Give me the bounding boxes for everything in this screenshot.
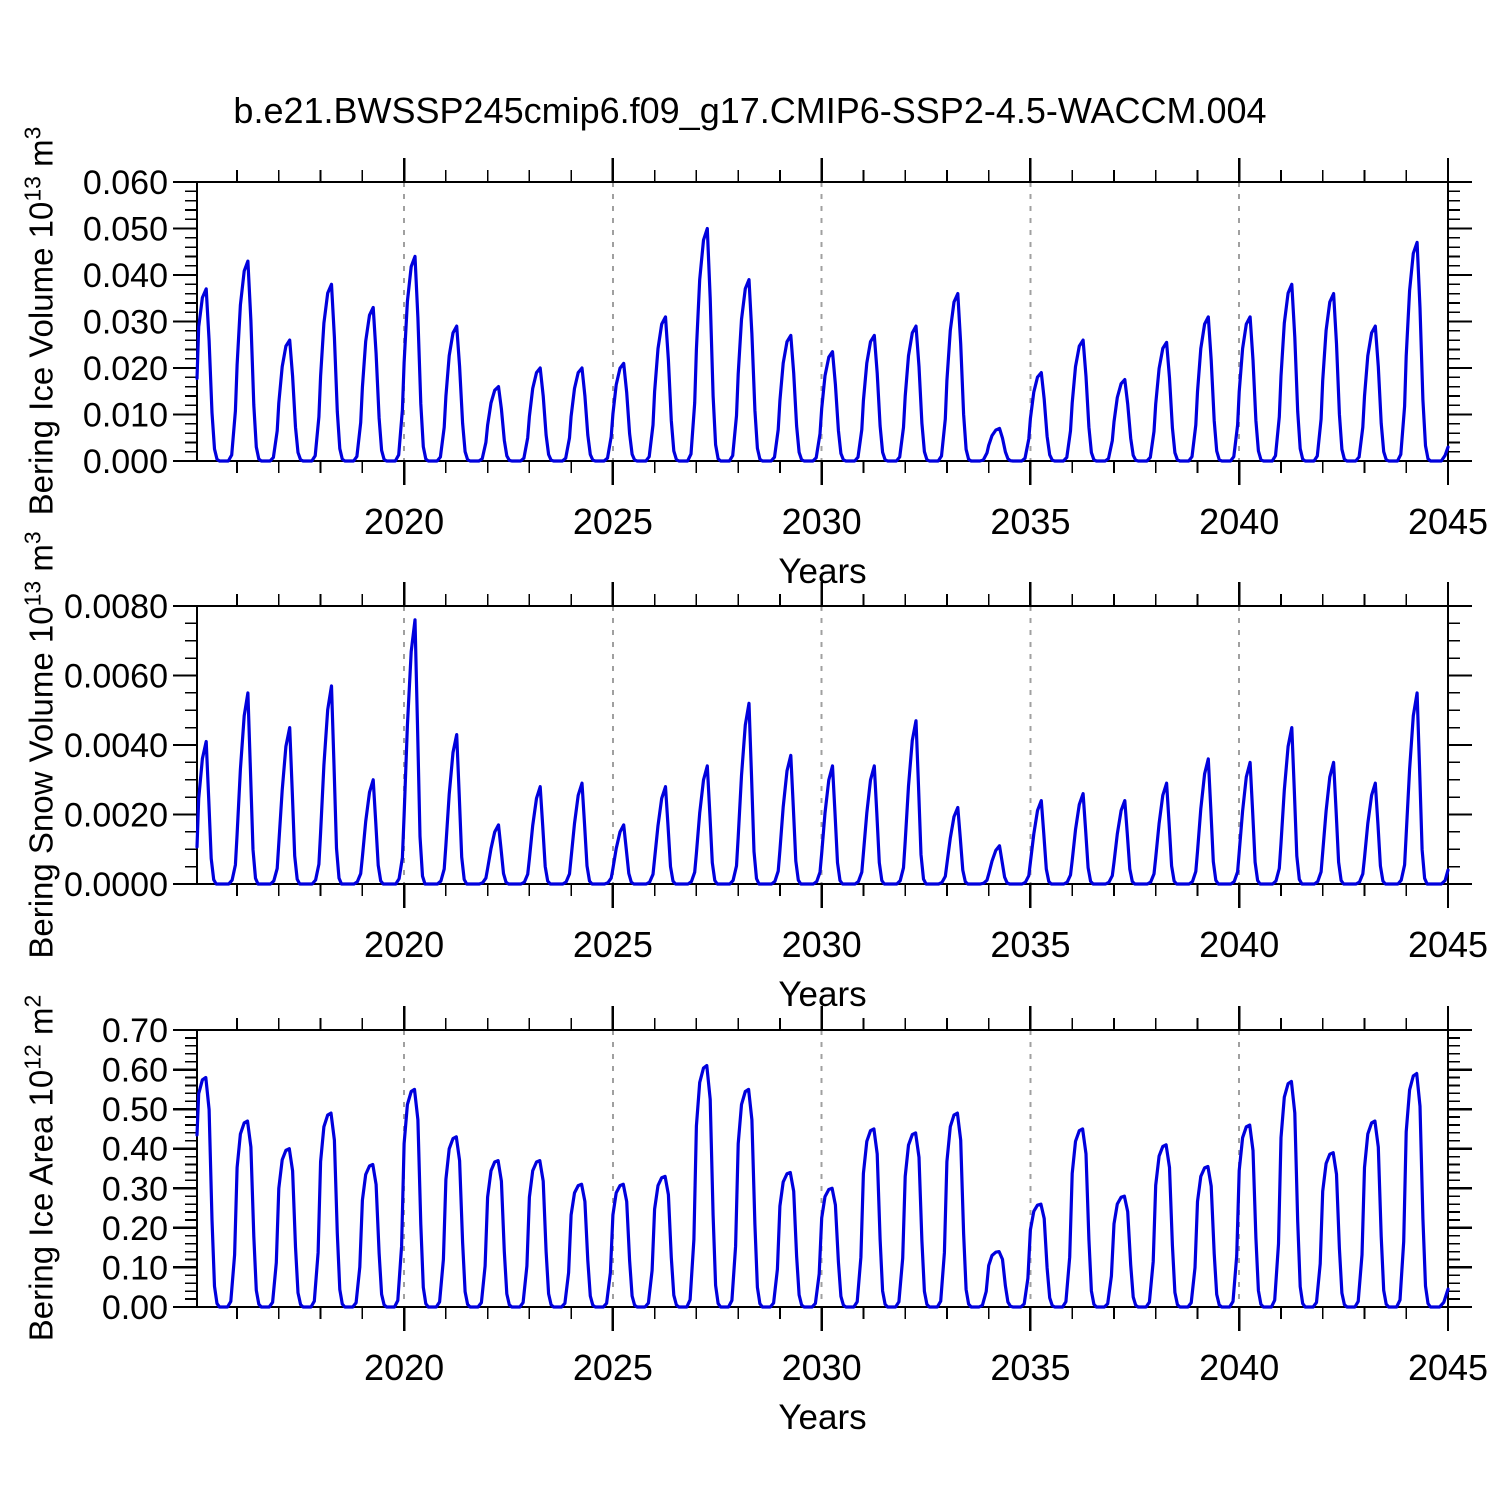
x-tick-label: 2020 [364,501,444,542]
y-tick-label: 0.0000 [64,866,168,904]
y-tick-label: 0.010 [83,397,168,435]
x-axis-title: Years [778,1398,866,1437]
x-tick-label: 2040 [1199,1347,1279,1388]
x-tick-label: 2025 [573,924,653,965]
plot-frame [195,1028,1450,1309]
y-tick-label: 0.40 [102,1131,168,1169]
panel-snow-volume: 2020 2025 2030 2035 2040 2045 0.0000 0.0020 0.00… [64,582,1488,1014]
x-tick-label: 2030 [782,501,862,542]
chart-title: b.e21.BWSSP245cmip6.f09_g17.CMIP6-SSP2-4… [233,90,1267,131]
y-tick-label: 0.050 [83,211,168,249]
panel-ice-area: 2020 2025 2030 2035 2040 2045 0.000.100.200.30… [102,1006,1488,1437]
y-tick-label: 0.030 [83,304,168,342]
y-tick-label: 0.060 [83,164,168,202]
y-tick-label: 0.000 [83,443,168,481]
y-tick-label: 0.0040 [64,727,168,765]
x-tick-label: 2025 [573,1347,653,1388]
x-tick-label: 2025 [573,501,653,542]
x-tick-label: 2045 [1408,501,1488,542]
y-tick-label: 0.70 [102,1012,168,1050]
panel-ice-volume: 2020 2025 2030 2035 2040 2045 0.000 0.010 0.020 0… [83,158,1488,591]
y-tick-label: 0.50 [102,1091,168,1129]
x-tick-label: 2040 [1199,501,1279,542]
y-tick-label: 0.20 [102,1210,168,1248]
y-tick-label: 0.30 [102,1170,168,1208]
y-tick-label: 0.10 [102,1249,168,1287]
series-snow-volume [195,618,1450,886]
series-ice-area [195,1063,1450,1309]
y-tick-label: 0.040 [83,257,168,295]
y-tick-label: 0.020 [83,350,168,388]
x-tick-label: 2030 [782,924,862,965]
x-tick-label: 2045 [1408,1347,1488,1388]
series-ice-volume [195,226,1450,463]
x-tick-label: 2020 [364,924,444,965]
y-tick-label: 0.0060 [64,658,168,696]
y-tick-label: 0.00 [102,1289,168,1327]
y-tick-label: 0.0080 [64,588,168,626]
x-tick-label: 2035 [990,924,1070,965]
y-tick-label: 0.0020 [64,797,168,835]
x-tick-label: 2040 [1199,924,1279,965]
x-tick-label: 2045 [1408,924,1488,965]
x-tick-label: 2035 [990,501,1070,542]
x-tick-label: 2020 [364,1347,444,1388]
x-tick-label: 2035 [990,1347,1070,1388]
x-tick-label: 2030 [782,1347,862,1388]
y-tick-label: 0.60 [102,1052,168,1090]
